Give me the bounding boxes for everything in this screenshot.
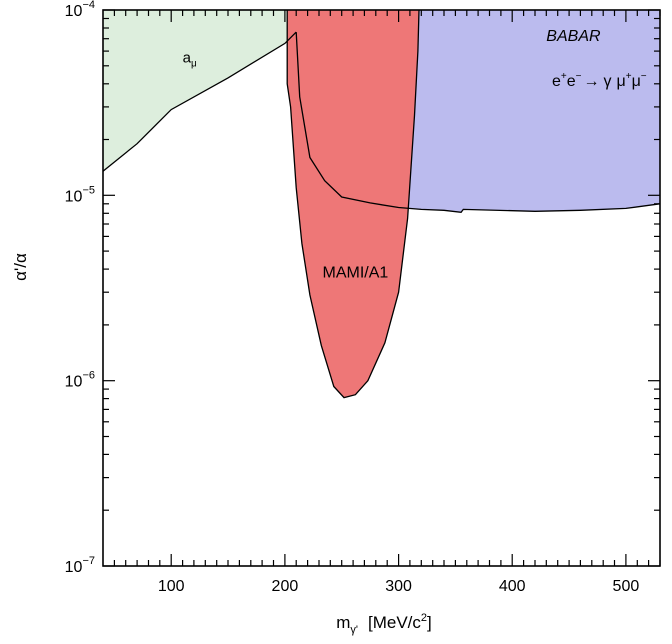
x-title-base: m <box>336 613 350 632</box>
process-mu-plus: + <box>626 71 632 82</box>
mami-boundary <box>286 10 420 399</box>
amu-label: aμ <box>183 50 197 70</box>
x-title-unit: [MeV/c <box>368 613 421 632</box>
process-e-minus: − <box>576 71 582 82</box>
x-title-unit-sup: 2 <box>421 612 427 624</box>
x-tick-label: 500 <box>613 578 640 595</box>
process-gamma: γ <box>604 73 612 90</box>
process-arrow: → <box>584 73 600 90</box>
process-e-plus: + <box>561 71 567 82</box>
babar-process-label: e+e− → γ μ+μ− <box>552 71 647 90</box>
babar-label: BABAR <box>546 28 601 45</box>
x-axis-title: mγ' [MeV/c2] <box>336 612 432 636</box>
mami-label: MAMI/A1 <box>323 265 389 282</box>
axes: 100 200 300 400 500 10−7 10−6 10−5 10−4 <box>65 0 661 595</box>
process-e2: e <box>567 73 576 90</box>
x-tick-label: 100 <box>158 578 185 595</box>
amu-region <box>103 10 297 172</box>
y-tick-label: 10−7 <box>65 555 95 576</box>
x-tick-label: 400 <box>499 578 526 595</box>
amu-sub: μ <box>191 59 197 70</box>
y-tick-label: 10−6 <box>65 370 95 391</box>
x-tick-label: 300 <box>385 578 412 595</box>
annotations: aμ BABAR e+e− → γ μ+μ− MAMI/A1 <box>183 28 647 282</box>
y-tick-label: 10−4 <box>65 0 95 20</box>
exclusion-regions <box>103 10 660 399</box>
process-mu2: μ <box>632 73 641 90</box>
x-title-sub: γ' <box>350 624 358 636</box>
process-mu1: μ <box>617 73 626 90</box>
plot-frame <box>102 9 661 567</box>
amu-base: a <box>183 50 192 67</box>
process-e1: e <box>552 73 561 90</box>
mami-region <box>287 10 419 398</box>
y-tick-label: 10−5 <box>65 184 95 205</box>
x-title-unit-close: ] <box>427 613 432 632</box>
x-tick-label: 200 <box>272 578 299 595</box>
process-mu-minus: − <box>641 71 647 82</box>
babar-boundary <box>295 32 660 213</box>
y-axis-title: α'/α <box>11 253 30 281</box>
